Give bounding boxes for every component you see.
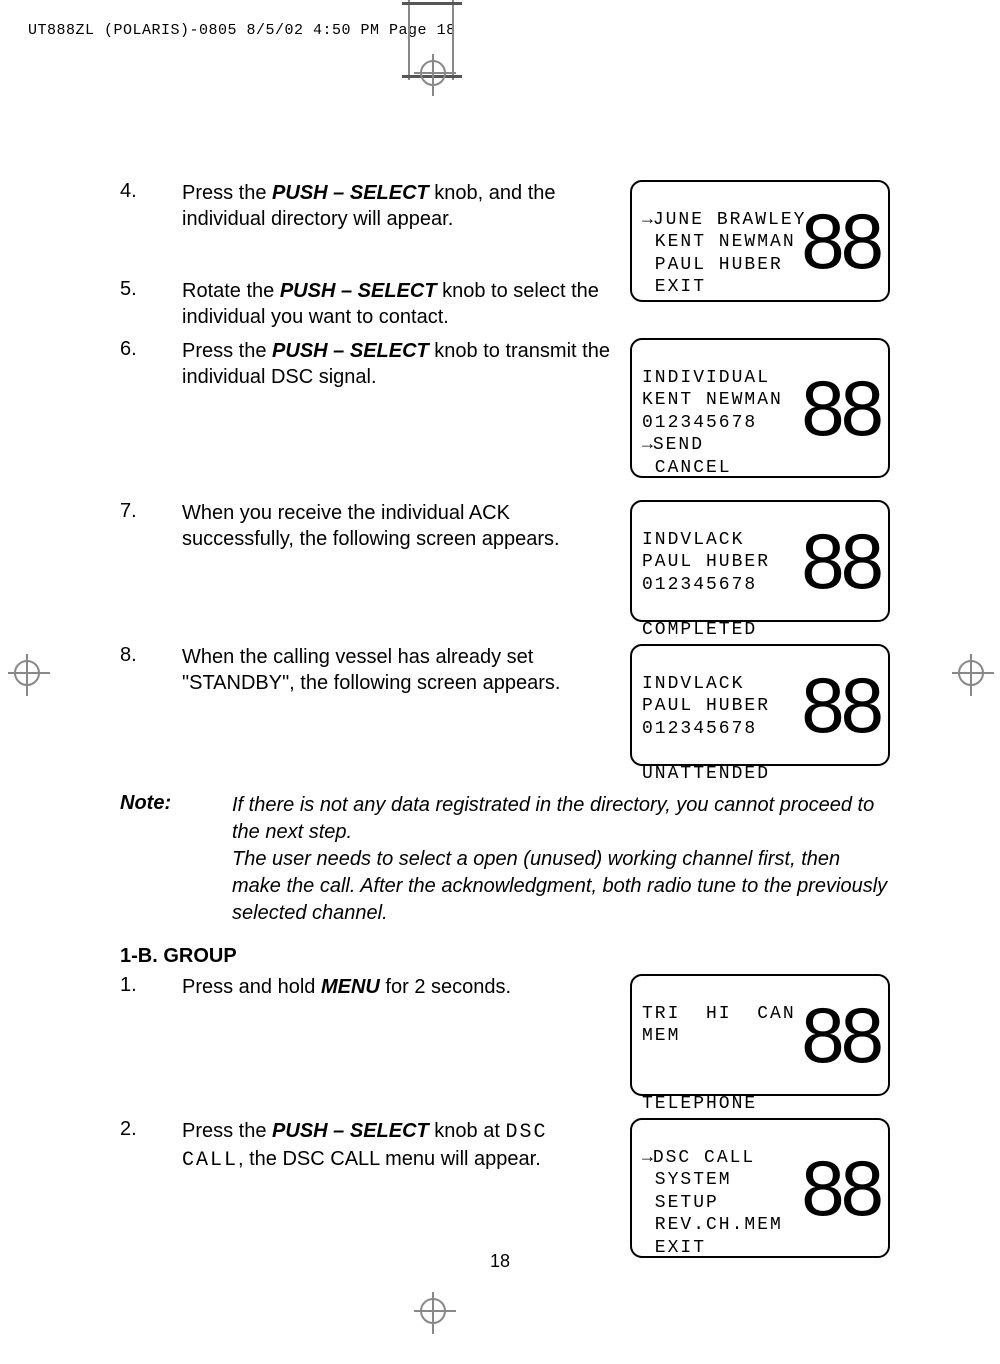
step-text: When you receive the individual ACK succ… xyxy=(182,500,630,552)
note-body: If there is not any data registrated in … xyxy=(232,792,890,927)
step-number: 8. xyxy=(120,644,182,667)
step-text: Press the PUSH – SELECT knob at DSC CALL… xyxy=(182,1118,630,1174)
lcd-screen-individual: INDIVIDUAL KENT NEWMAN 012345678 SEND CA… xyxy=(630,338,890,478)
step-number: 5. xyxy=(120,278,182,301)
step-number: 6. xyxy=(120,338,182,361)
registration-mark xyxy=(14,660,40,686)
channel-88: 88 xyxy=(801,369,880,447)
lcd-screen-completed: INDVLACK PAUL HUBER 012345678 COMPLETED … xyxy=(630,500,890,622)
page-content: 4. Press the PUSH – SELECT knob, and the… xyxy=(120,180,890,1280)
channel-88: 88 xyxy=(801,202,880,280)
registration-mark xyxy=(958,660,984,686)
channel-88: 88 xyxy=(801,666,880,744)
step-number: 1. xyxy=(120,974,182,997)
lcd-screen-unattended: INDVLACK PAUL HUBER 012345678 UNATTENDED… xyxy=(630,644,890,766)
registration-mark xyxy=(420,1298,446,1324)
step-text: When the calling vessel has already set … xyxy=(182,644,630,696)
registration-mark xyxy=(420,60,446,86)
note-block: Note: If there is not any data registrat… xyxy=(120,792,890,927)
step-text: Press and hold MENU for 2 seconds. xyxy=(182,974,630,1000)
step-number: 4. xyxy=(120,180,182,203)
channel-88: 88 xyxy=(801,522,880,600)
channel-88: 88 xyxy=(801,1149,880,1227)
channel-88: 88 xyxy=(801,996,880,1074)
step-text: Press the PUSH – SELECT knob to transmit… xyxy=(182,338,630,390)
step-number: 2. xyxy=(120,1118,182,1141)
section-heading: 1-B. GROUP xyxy=(120,945,890,968)
step-number: 7. xyxy=(120,500,182,523)
page-number: 18 xyxy=(0,1251,1000,1272)
lcd-screen-dsc-menu: DSC CALL SYSTEM SETUP REV.CH.MEM EXIT 88 xyxy=(630,1118,890,1258)
step-text: Press the PUSH – SELECT knob, and the in… xyxy=(182,180,630,232)
step-text: Rotate the PUSH – SELECT knob to select … xyxy=(182,278,630,330)
lcd-screen-directory: JUNE BRAWLEY KENT NEWMAN PAUL HUBER EXIT… xyxy=(630,180,890,302)
print-header: UT888ZL (POLARIS)-0805 8/5/02 4:50 PM Pa… xyxy=(28,22,456,39)
note-label: Note: xyxy=(120,792,232,927)
lcd-screen-telephone: TRI HI CAN MEM TELEPHONE 88 xyxy=(630,974,890,1096)
